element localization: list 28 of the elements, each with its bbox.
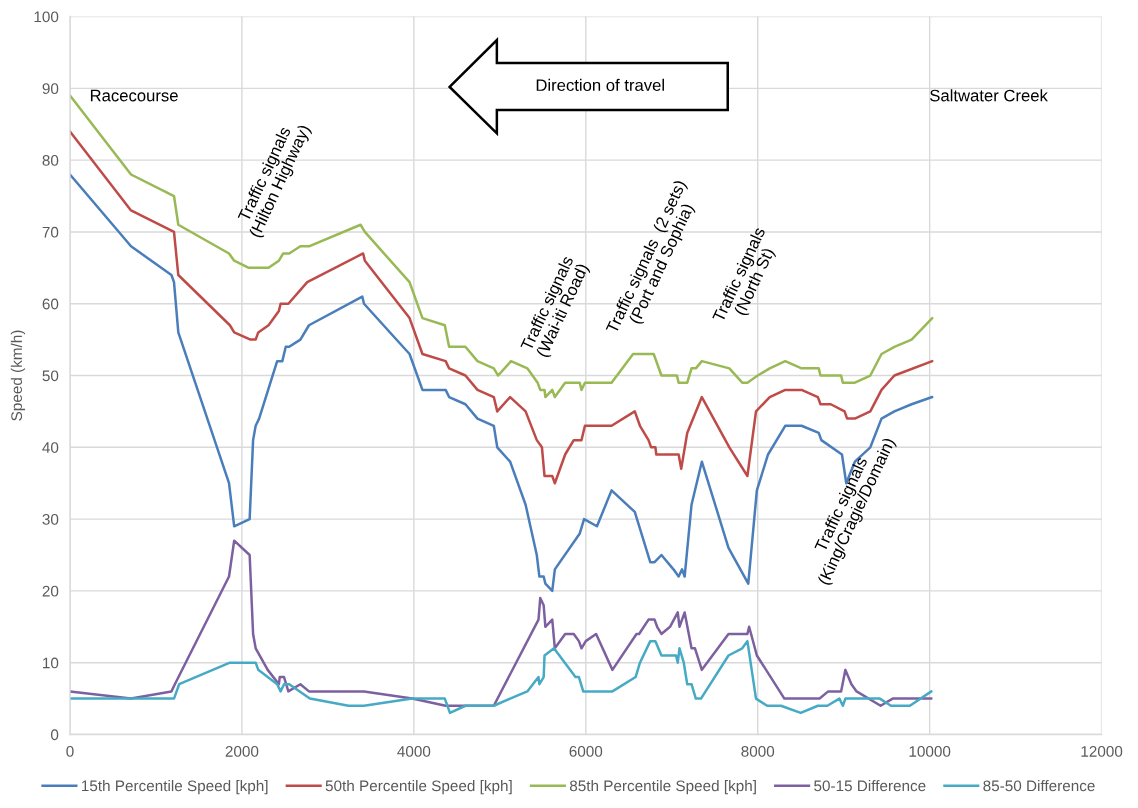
legend-label: 15th Percentile Speed [kph] — [81, 780, 268, 795]
legend-label: 85th Percentile Speed [kph] — [569, 780, 756, 795]
y-axis-title: Speed (km/h) — [10, 330, 26, 421]
x-tick-label: 8000 — [741, 745, 775, 757]
annotation: Saltwater Creek — [930, 89, 1048, 102]
y-tick-label: 20 — [42, 585, 59, 597]
x-tick-label: 12000 — [1081, 745, 1123, 757]
legend-label: 85-50 Difference — [983, 780, 1095, 792]
y-tick-label: 40 — [42, 442, 59, 453]
x-tick-label: 2000 — [225, 745, 259, 757]
y-tick-label: 10 — [43, 657, 59, 669]
legend-label: 50-15 Difference — [814, 780, 926, 792]
y-tick-label: 60 — [42, 298, 59, 310]
y-tick-label: 30 — [42, 513, 59, 525]
x-tick-label: 4000 — [397, 745, 431, 757]
x-tick-label: 0 — [66, 745, 74, 757]
y-tick-label: 0 — [50, 729, 59, 741]
y-tick-label: 100 — [34, 11, 59, 23]
legend-label: 50th Percentile Speed [kph] — [325, 780, 512, 795]
y-tick-label: 50 — [42, 370, 59, 382]
y-tick-label: 90 — [42, 83, 59, 95]
y-tick-label: 80 — [42, 155, 59, 166]
x-tick-label: 10000 — [909, 745, 951, 757]
annotation: Direction of travel — [536, 78, 664, 92]
annotation: Racecourse — [90, 89, 178, 102]
line-series — [69, 639, 933, 715]
x-tick-label: 6000 — [569, 745, 603, 757]
y-tick-label: 70 — [42, 226, 59, 238]
